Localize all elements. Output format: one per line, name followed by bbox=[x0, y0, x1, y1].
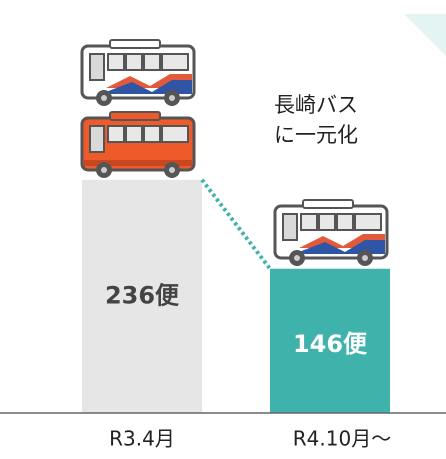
x-tick-label: R4.10月～ bbox=[293, 427, 391, 451]
bus-icon bbox=[273, 198, 389, 268]
value-label: 146便 bbox=[293, 330, 368, 358]
x-tick-label: R3.4月 bbox=[109, 427, 175, 451]
bar bbox=[270, 268, 390, 413]
annotation: 長崎バス bbox=[274, 93, 358, 117]
value-label: 236便 bbox=[105, 281, 180, 309]
bar bbox=[82, 179, 202, 413]
connector-line bbox=[200, 178, 272, 270]
bus-icon bbox=[80, 110, 196, 180]
corner-decoration bbox=[404, 14, 446, 56]
bus-icon bbox=[80, 38, 196, 108]
annotation: に一元化 bbox=[274, 123, 358, 147]
